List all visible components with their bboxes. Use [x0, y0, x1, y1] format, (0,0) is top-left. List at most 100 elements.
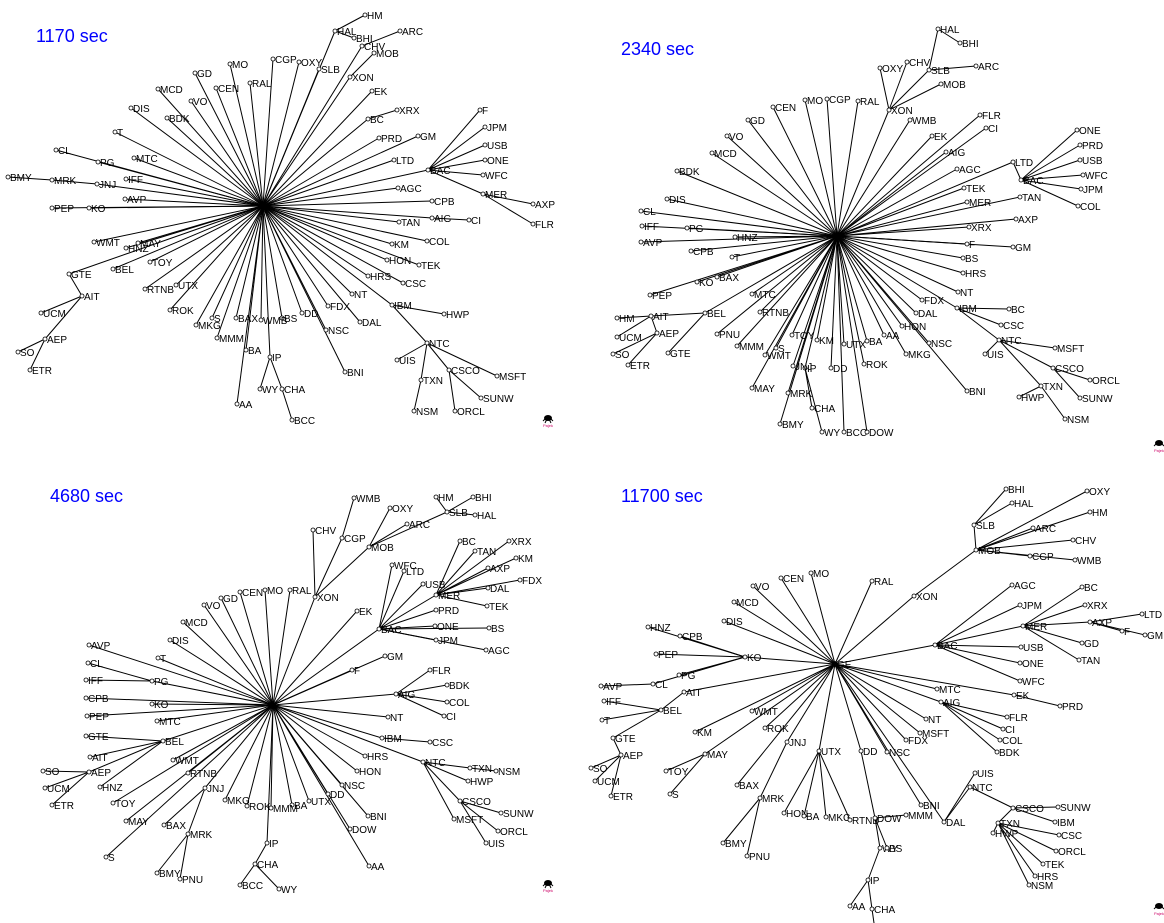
- node-label-AVP: AVP: [91, 641, 111, 652]
- edge-hub-MCD: [182, 621, 274, 706]
- edge-hub-HON: [272, 704, 358, 772]
- node-label-ONE: ONE: [487, 156, 509, 167]
- node-label-AGC: AGC: [488, 646, 510, 657]
- node-label-ETR: ETR: [32, 366, 52, 377]
- node-label-ONE: ONE: [1022, 659, 1044, 670]
- node-CPB: [83, 695, 89, 701]
- node-ONE: [1074, 127, 1080, 133]
- node-label-T: T: [604, 716, 610, 727]
- edge-NTC-MSFT: [422, 761, 455, 820]
- node-label-MRK: MRK: [54, 176, 77, 187]
- edge-CL-AVP: [600, 683, 654, 687]
- edge-AIG-COL: [940, 701, 1001, 741]
- node-NSC: [926, 340, 932, 346]
- node-label-BA: BA: [294, 801, 308, 812]
- node-label-SUNW: SUNW: [1082, 394, 1113, 405]
- node-UCM: [38, 310, 44, 316]
- node-label-DIS: DIS: [669, 195, 686, 206]
- edge-hub-MTC: [751, 235, 838, 295]
- node-AXP: [1087, 619, 1093, 625]
- node-CI: [466, 217, 472, 223]
- node-HNZ: [123, 245, 129, 251]
- node-label-MAY: MAY: [140, 239, 161, 250]
- node-label-T: T: [734, 253, 740, 264]
- edge-KO-PEP: [655, 653, 746, 658]
- edge-GE-ROK: [764, 663, 836, 729]
- node-label-WFC: WFC: [1022, 677, 1045, 688]
- edge-MER-FDX: [435, 579, 521, 596]
- node-ETR: [608, 793, 614, 799]
- edge-NTC-CSCO: [969, 786, 1014, 809]
- node-IBM: [389, 302, 395, 308]
- node-label-TEK: TEK: [489, 602, 509, 613]
- node-RTNB: [847, 817, 853, 823]
- edge-DOW-MMM: [874, 814, 907, 819]
- edge-BAC-MER: [934, 625, 1024, 646]
- pajek-logo-1: Pajek: [542, 415, 554, 428]
- node-WMB: [258, 317, 264, 323]
- edge-hub-EK: [262, 90, 373, 207]
- edge-hub-MO: [264, 589, 274, 706]
- node-XRX: [394, 107, 400, 113]
- edge-hub-MAY: [137, 205, 264, 244]
- node-S: [209, 315, 215, 321]
- node-hub: [834, 233, 840, 239]
- edge-XON-MOB: [314, 546, 370, 598]
- edge-hub-DAL: [836, 235, 917, 314]
- edge-hub-BAC: [272, 628, 380, 706]
- node-BHI: [351, 35, 357, 41]
- edge-hub-BAC: [262, 169, 429, 207]
- edge-hub-JNJ: [204, 704, 274, 789]
- edge-hub-DIS: [666, 198, 838, 237]
- node-CL: [53, 147, 59, 153]
- edge-GE-NT: [834, 663, 927, 720]
- node-AVP: [638, 239, 644, 245]
- node-label-TEK: TEK: [1045, 860, 1065, 871]
- node-label-CGP: CGP: [344, 534, 366, 545]
- node-AIT: [681, 689, 687, 695]
- node-PRD: [1057, 703, 1063, 709]
- node-BDK: [444, 682, 450, 688]
- edge-IP-CHA: [254, 842, 268, 865]
- node-label-BA: BA: [248, 346, 262, 357]
- node-VO: [724, 133, 730, 139]
- edge-hub-GD: [194, 72, 264, 207]
- edge-hub-KM: [262, 205, 393, 245]
- node-DOW: [347, 826, 353, 832]
- node-CGP: [339, 535, 345, 541]
- edge-hub-BEL: [162, 704, 274, 742]
- node-label-UCM: UCM: [47, 784, 70, 795]
- node-label-VO: VO: [729, 132, 744, 143]
- node-label-KO: KO: [91, 204, 106, 215]
- edge-AIT-AEP: [650, 315, 658, 334]
- node-IBM: [954, 305, 960, 311]
- node-label-IP: IP: [269, 839, 279, 850]
- node-IBM: [379, 735, 385, 741]
- node-label-WY: WY: [882, 844, 898, 855]
- node-label-HWP: HWP: [995, 829, 1019, 840]
- edge-hub-ROK: [246, 704, 274, 807]
- node-label-CPB: CPB: [682, 632, 703, 643]
- node-label-JNJ: JNJ: [795, 362, 812, 373]
- node-label-WMB: WMB: [912, 116, 937, 127]
- node-label-LTD: LTD: [396, 156, 414, 167]
- node-label-MO: MO: [813, 569, 829, 580]
- node-label-DD: DD: [863, 747, 877, 758]
- node-EK: [354, 608, 360, 614]
- edge-KO-CL: [652, 656, 746, 685]
- edge-NTC-CSCO: [998, 339, 1054, 369]
- node-label-BHI: BHI: [962, 39, 979, 50]
- edge-hub-CPB: [85, 697, 274, 706]
- node-label-AIG: AIG: [398, 690, 415, 701]
- node-label-GD: GD: [197, 69, 212, 80]
- node-label-MO: MO: [267, 586, 283, 597]
- node-label-BDK: BDK: [679, 167, 700, 178]
- edge-DAL-UIS: [943, 772, 976, 823]
- edge-hub-JNJ: [792, 235, 838, 367]
- node-UTX: [173, 282, 179, 288]
- node-BHI: [1003, 486, 1009, 492]
- node-label-CSC: CSC: [405, 279, 426, 290]
- edge-hub-CPB: [262, 200, 433, 207]
- node-BDK: [994, 749, 1000, 755]
- node-label-SUNW: SUNW: [1060, 803, 1091, 814]
